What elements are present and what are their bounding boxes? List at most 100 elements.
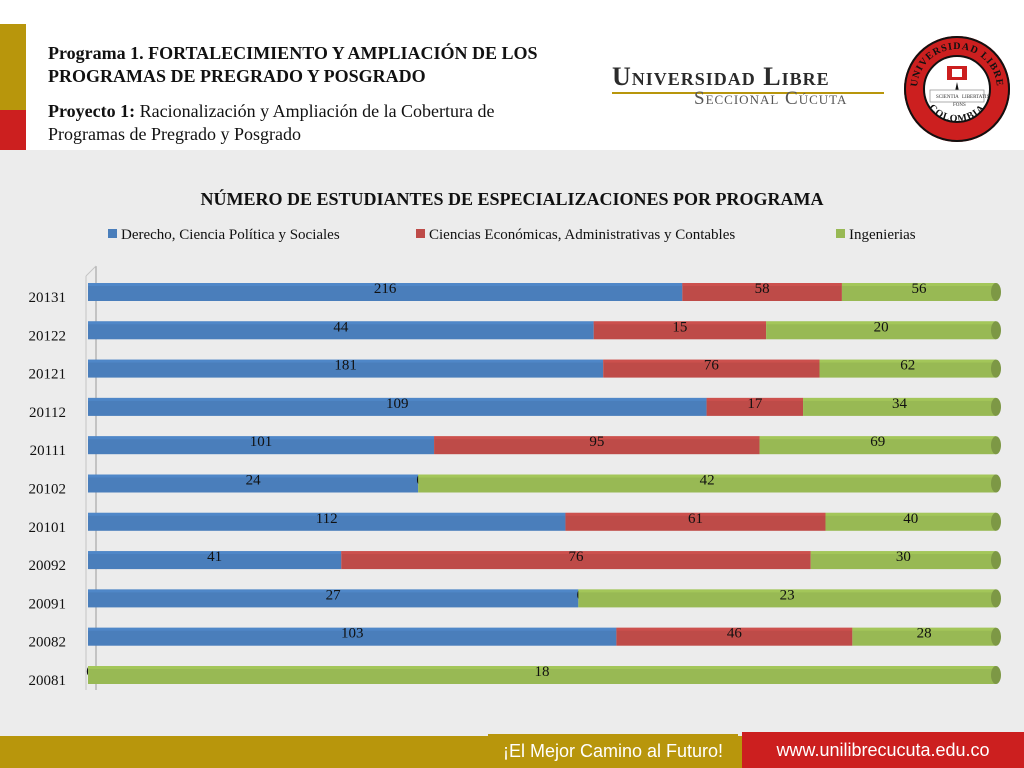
data-label: 109	[386, 396, 409, 412]
bar-segment-highlight	[88, 321, 594, 325]
data-label: 27	[326, 587, 342, 603]
bar-end-cap	[991, 474, 1001, 493]
bar-segment-highlight	[88, 436, 435, 440]
bar-segment-highlight	[88, 474, 419, 478]
bar-segment	[819, 359, 996, 378]
data-label: 42	[700, 473, 715, 489]
accent-bar-gold	[0, 24, 26, 110]
data-label: 76	[704, 358, 720, 374]
data-label: 181	[334, 358, 357, 374]
bar-segment	[434, 436, 760, 455]
university-seal-icon: UNIVERSIDAD LIBRE COLOMBIA SCIENTIA FONS…	[904, 36, 1010, 142]
bar-end-cap	[991, 666, 1001, 684]
bar-segment-highlight	[418, 474, 996, 478]
bar-segment	[759, 436, 996, 455]
bar-segment-highlight	[759, 436, 996, 440]
bar-segment-highlight	[565, 512, 826, 516]
footer-slogan: ¡El Mejor Camino al Futuro!	[488, 734, 738, 768]
bar-segment-highlight	[341, 551, 811, 555]
bar-segment-highlight	[852, 627, 996, 631]
category-label: 20092	[29, 558, 67, 574]
data-label: 40	[903, 511, 918, 527]
bar-segment-highlight	[88, 666, 996, 669]
bar-segment	[803, 397, 996, 416]
y-axis-depth-cap	[85, 265, 97, 277]
data-label: 46	[727, 626, 743, 642]
bar-segment-highlight	[578, 589, 996, 593]
data-label: 56	[911, 281, 927, 297]
bar-segment-highlight	[616, 627, 853, 631]
bar-segment-highlight	[682, 283, 842, 286]
data-label: 41	[207, 549, 222, 565]
bar-segment-highlight	[88, 397, 707, 401]
bar-segment	[341, 551, 811, 570]
data-label: 44	[333, 319, 349, 335]
bar-segment-highlight	[434, 436, 760, 440]
footer-website-link[interactable]: www.unilibrecucuta.edu.co	[742, 732, 1024, 768]
bar-end-cap	[991, 321, 1001, 340]
bar-segment	[88, 397, 707, 416]
category-label: 20102	[29, 482, 67, 498]
data-label: 62	[900, 358, 915, 374]
bar-segment	[88, 436, 435, 455]
top-strip	[0, 0, 1024, 24]
bar-segment-highlight	[88, 589, 579, 593]
university-branch: Seccional Cúcuta	[694, 88, 848, 109]
data-label: 61	[688, 511, 703, 527]
bar-segment	[88, 359, 604, 378]
bar-segment	[88, 589, 579, 608]
bar-segment	[88, 627, 617, 646]
bar-segment	[841, 283, 996, 301]
bar-segment-highlight	[766, 321, 996, 325]
bar-end-cap	[991, 359, 1001, 378]
project-line: Proyecto 1: Racionalización y Ampliación…	[48, 100, 518, 146]
category-label: 20131	[29, 290, 67, 306]
bar-end-cap	[991, 627, 1001, 646]
data-label: 24	[246, 473, 262, 489]
bar-segment-highlight	[88, 283, 683, 286]
bar-segment-highlight	[603, 359, 820, 363]
accent-bar-red	[0, 110, 26, 150]
legend-swatch-0	[108, 229, 117, 238]
seal-word-scientia: SCIENTIA	[936, 95, 959, 100]
data-label: 18	[535, 664, 550, 680]
data-label: 28	[917, 626, 932, 642]
bar-segment-highlight	[593, 321, 767, 325]
bar-segment-highlight	[810, 551, 996, 555]
bar-segment-highlight	[803, 397, 996, 401]
bar-segment-highlight	[88, 551, 342, 555]
bar-end-cap	[991, 551, 1001, 570]
bar-end-cap	[991, 589, 1001, 608]
seal-word-fons: FONS	[953, 103, 966, 108]
category-label: 20082	[29, 635, 67, 651]
bar-end-cap	[991, 436, 1001, 455]
header-panel	[0, 24, 1024, 150]
bar-segment	[88, 283, 683, 301]
bar-segment-highlight	[88, 359, 604, 363]
bar-segment	[706, 397, 804, 416]
data-label: 69	[870, 434, 885, 450]
university-rule	[612, 92, 884, 94]
data-label: 58	[755, 281, 770, 297]
category-label: 20112	[29, 405, 66, 421]
data-label: 34	[892, 396, 908, 412]
legend-swatch-2	[836, 229, 845, 238]
category-label: 20081	[29, 673, 67, 689]
bar-segment	[88, 321, 594, 340]
bar-segment	[88, 512, 566, 531]
legend-label-1: Ciencias Económicas, Administrativas y C…	[429, 227, 735, 243]
bar-segment	[852, 627, 996, 646]
bar-segment	[88, 666, 996, 684]
data-label: 103	[341, 626, 364, 642]
bar-segment	[578, 589, 996, 608]
bar-segment	[565, 512, 826, 531]
bar-end-cap	[991, 512, 1001, 531]
bar-end-cap	[991, 397, 1001, 416]
bar-segment	[825, 512, 996, 531]
data-label: 15	[672, 319, 687, 335]
bar-segment-highlight	[88, 627, 617, 631]
bar-segment-highlight	[819, 359, 996, 363]
data-label: 95	[589, 434, 604, 450]
program-title: Programa 1. FORTALECIMIENTO Y AMPLIACIÓN…	[48, 43, 538, 86]
data-label: 101	[250, 434, 273, 450]
